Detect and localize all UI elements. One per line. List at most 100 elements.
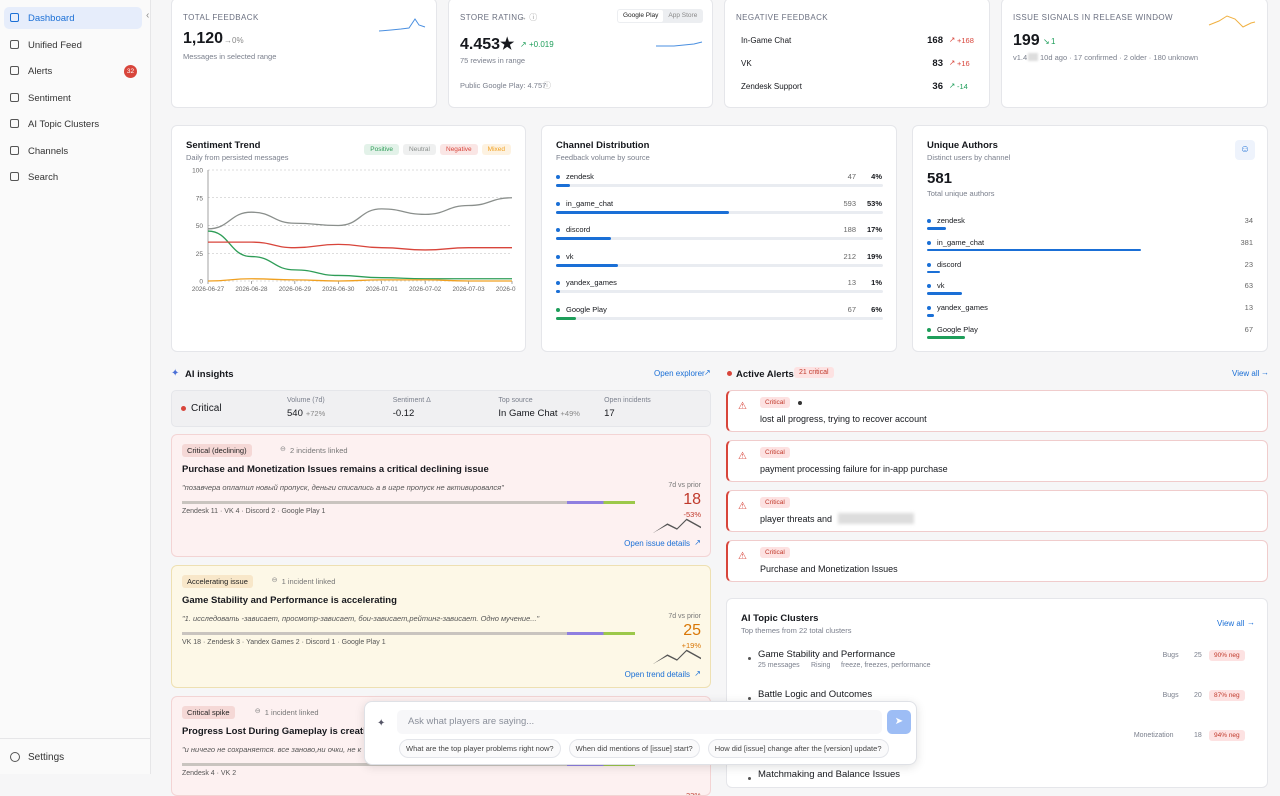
alert-card[interactable]: ⚠ Critical lost all progress, trying to re… <box>726 390 1268 432</box>
kpi-arrow: → <box>224 36 232 45</box>
insight-sources: VK 18 · Zendesk 3 · Yandex Games 2 · Dis… <box>182 639 386 646</box>
nav-item[interactable]: Sentiment <box>4 87 142 109</box>
nav-item[interactable]: Unified Feed <box>4 34 142 56</box>
stat-value: -0.12 <box>393 408 415 419</box>
bar-track <box>556 316 883 320</box>
insight-title: Progress Lost During Gameplay is creatin… <box>182 726 394 737</box>
series-line <box>207 230 512 280</box>
insight-action[interactable]: Open trend details <box>624 670 690 679</box>
suggestions: What are the top player problems right n… <box>399 739 889 758</box>
channel-name: zendesk <box>937 216 965 225</box>
x-tick-label: 2026-06-30 <box>322 286 355 293</box>
timeline-dot <box>748 697 751 700</box>
bar <box>927 336 965 339</box>
insight-quote: "и ничего не сохраняется. все заново,ни … <box>182 745 362 754</box>
bar <box>556 237 611 240</box>
insight-action[interactable]: Open issue details <box>624 539 690 548</box>
dot <box>927 328 931 332</box>
suggestion[interactable]: What are the top player problems right n… <box>399 739 561 758</box>
chat-input[interactable] <box>397 710 882 734</box>
topic-neg: 87% neg <box>1209 690 1245 701</box>
bar <box>556 290 560 293</box>
stat-number: 540 <box>287 408 303 419</box>
open-explorer[interactable]: Open explorer <box>654 369 705 378</box>
row-arrow: ↗ <box>949 35 956 44</box>
nav-item[interactable]: AI Topic Clusters <box>4 113 142 135</box>
author-count: 34 <box>1244 216 1253 225</box>
channel-share: 4% <box>871 172 882 181</box>
insight-tag: Critical spike <box>182 706 235 719</box>
kpi-card: ISSUE SIGNALS IN RELEASE WINDOW → 199 ↘ … <box>1001 0 1268 108</box>
channel-share: 19% <box>866 251 882 261</box>
volume-strip <box>182 501 635 504</box>
timeline-dot <box>748 777 751 780</box>
nav-item[interactable]: Alerts 32 <box>4 60 142 82</box>
alert-text: Purchase and Monetization Issues <box>760 564 898 574</box>
authors-card: Unique Authors Distinct users by channel… <box>912 125 1268 352</box>
topic-category: Bugs <box>1162 652 1179 659</box>
nav-badge: 32 <box>124 65 137 78</box>
kpi-title: STORE RATING <box>460 13 525 22</box>
bar <box>556 316 576 320</box>
tab[interactable]: App Store <box>668 12 698 19</box>
nav-icon <box>10 145 19 155</box>
sparkline <box>1208 15 1256 28</box>
users-icon[interactable]: ☺ <box>1235 140 1255 160</box>
kpi-arrow: ↘ <box>1043 37 1050 46</box>
channel-name: Google Play <box>566 304 607 314</box>
bar-track <box>556 263 883 267</box>
topic-neg: 90% neg <box>1209 650 1245 661</box>
bar <box>556 184 570 187</box>
row-value: 36 <box>932 81 943 92</box>
collapse-icon[interactable]: ‹ <box>146 10 150 21</box>
nav-item[interactable]: Dashboard <box>4 7 142 29</box>
alert-card[interactable]: ⚠ Critical Purchase and Monetization Issue… <box>726 540 1268 582</box>
send-button[interactable]: ➤ <box>887 710 911 734</box>
kpi-card: STORE RATING → ⓘ Google Play App Store 4.… <box>448 0 713 108</box>
kpi-card: NEGATIVE FEEDBACK In-Game Chat 168 +168 ↗ VK… <box>724 0 990 108</box>
channel-share: 17% <box>866 225 882 234</box>
tab[interactable]: Google Play <box>618 10 664 22</box>
view-all[interactable]: View all <box>1232 369 1260 378</box>
row-name: Zendesk Support <box>741 82 802 91</box>
stat-label: Volume (7d) <box>287 397 325 404</box>
kpi-title: TOTAL FEEDBACK <box>183 13 259 22</box>
link-arrow: ↗ <box>694 538 701 547</box>
settings-link[interactable]: Settings <box>28 752 65 763</box>
view-all[interactable]: View all <box>1217 619 1245 628</box>
chat-icon: ✦ <box>377 718 386 729</box>
volume-strip <box>182 632 635 635</box>
insight-title: Game Stability and Performance is accele… <box>182 595 397 606</box>
alert-card[interactable]: ⚠ Critical player threats and <box>726 490 1268 532</box>
alert-card[interactable]: ⚠ Critical payment processing failure for … <box>726 440 1268 482</box>
link-arrow: → <box>1261 368 1269 377</box>
author-count: 13 <box>1244 303 1253 313</box>
insight-quote: "1. исследовать -зависает, просмотр-зави… <box>182 614 540 623</box>
dot <box>927 284 931 289</box>
y-tick-label: 100 <box>192 168 203 175</box>
nav-item[interactable]: Channels <box>4 140 142 162</box>
alert-icon: ⚠ <box>738 401 747 412</box>
link-arrow: → <box>1247 618 1255 627</box>
timeline-dot <box>748 657 751 660</box>
stat-value: 540 +72% <box>287 408 325 419</box>
kpi-delta: 0% <box>232 36 244 45</box>
channel-name: discord <box>566 225 591 234</box>
stat-number: -0.12 <box>392 408 415 419</box>
bar <box>927 227 947 230</box>
kpi-delta: 1 <box>1051 37 1056 46</box>
sparkline <box>378 18 426 32</box>
dot <box>556 228 560 232</box>
sentiment-card: Sentiment Trend Daily from persisted mes… <box>171 125 526 352</box>
suggestion[interactable]: How did [issue] change after the [versio… <box>707 739 889 758</box>
channel-name: Google Play <box>937 325 978 334</box>
kpi-sub: Messages in selected range <box>183 52 277 61</box>
total-authors: 581 <box>927 170 953 187</box>
nav-label: AI Topic Clusters <box>28 119 100 130</box>
nav-item[interactable]: Search <box>4 166 142 188</box>
insight-card: Critical (declining) ⊖ 2 incidents linked P… <box>171 434 711 557</box>
insight-title: Purchase and Monetization Issues remains… <box>182 464 489 475</box>
x-tick-label: 2026-07-02 <box>409 286 442 293</box>
card-subtitle: Distinct users by channel <box>927 153 1011 162</box>
suggestion[interactable]: When did mentions of [issue] start? <box>568 739 700 758</box>
